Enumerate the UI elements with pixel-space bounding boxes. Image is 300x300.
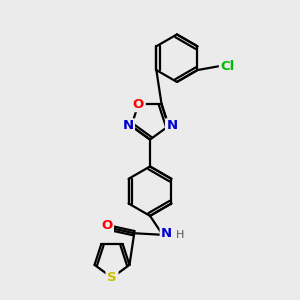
Text: O: O [133, 98, 144, 110]
Text: N: N [123, 119, 134, 133]
Text: N: N [166, 119, 177, 133]
Text: S: S [107, 271, 117, 284]
Text: Cl: Cl [220, 60, 234, 73]
Text: O: O [101, 220, 112, 232]
Text: H: H [176, 230, 184, 241]
Text: N: N [161, 227, 172, 240]
